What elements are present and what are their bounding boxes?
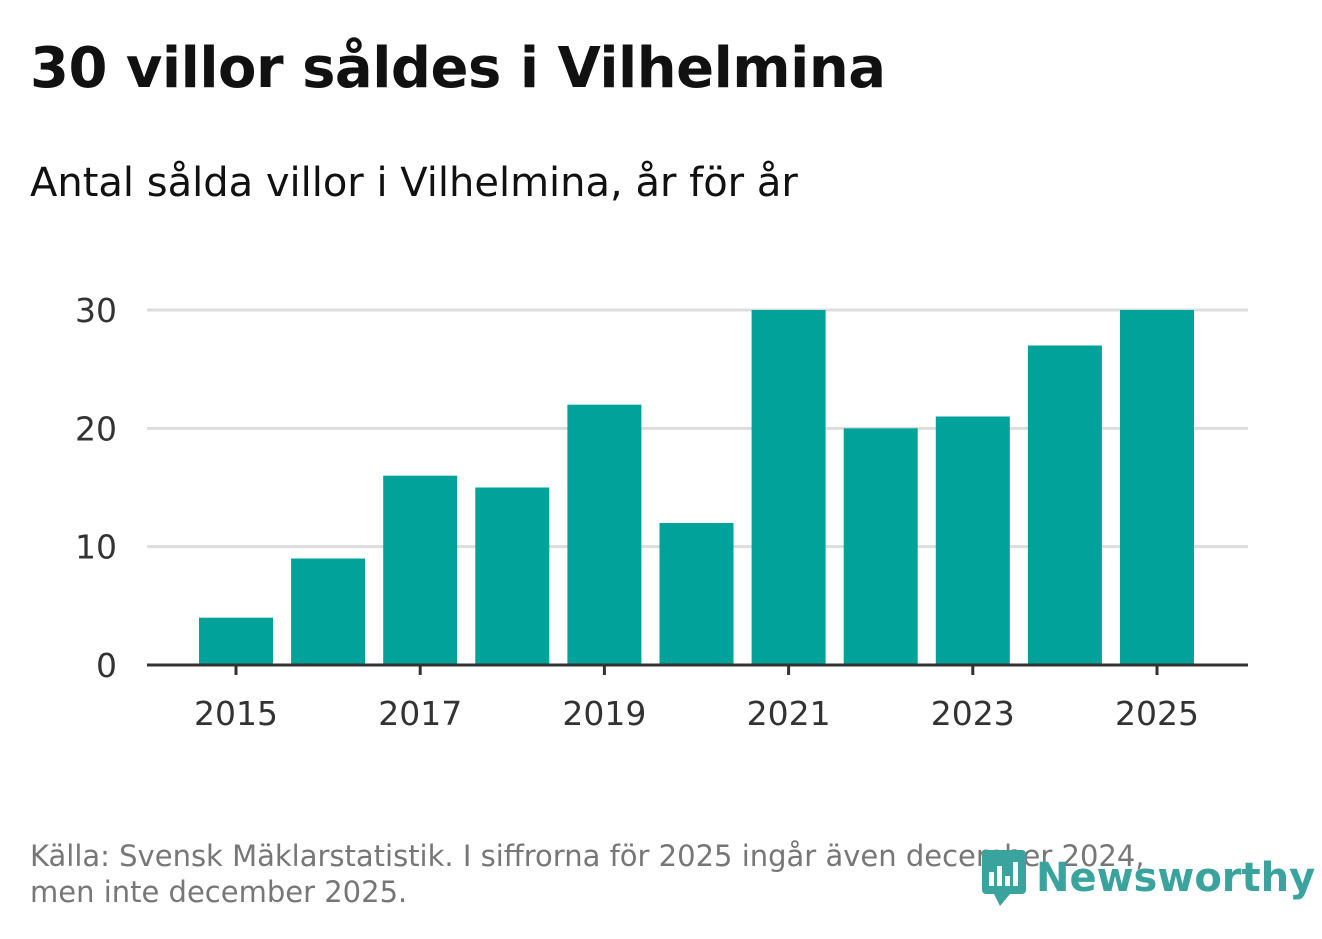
source-note: Källa: Svensk Mäklarstatistik. I siffror…: [30, 838, 1230, 910]
x-tick-label: 2015: [194, 694, 278, 733]
x-tick-label: 2017: [378, 694, 462, 733]
bar: [935, 416, 1010, 665]
bar: [475, 487, 550, 665]
y-tick-label: 20: [75, 409, 117, 448]
x-tick-label: 2023: [931, 694, 1015, 733]
bar: [567, 404, 642, 665]
bar: [199, 617, 273, 665]
bar: [659, 523, 734, 665]
x-tick-label: 2021: [747, 694, 831, 733]
bar: [843, 428, 918, 665]
bar: [291, 558, 366, 665]
bar: [751, 310, 826, 665]
bar: [383, 475, 458, 665]
newsworthy-logo: Newsworthy: [980, 848, 1315, 908]
bar: [1120, 310, 1194, 665]
chart-title: 30 villor såldes i Vilhelmina: [30, 36, 886, 101]
bar: [1027, 345, 1102, 665]
y-tick-label: 0: [96, 646, 117, 685]
x-tick-label: 2025: [1115, 694, 1199, 733]
y-tick-label: 10: [75, 528, 117, 567]
source-line-1: Källa: Svensk Mäklarstatistik. I siffror…: [30, 839, 1145, 873]
newsworthy-logo-icon: [982, 850, 1026, 906]
logo-text: Newsworthy: [1036, 855, 1316, 901]
x-tick-label: 2019: [562, 694, 646, 733]
source-line-2: men inte december 2025.: [30, 875, 408, 909]
y-tick-label: 30: [75, 291, 117, 330]
chart-subtitle: Antal sålda villor i Vilhelmina, år för …: [30, 160, 798, 206]
